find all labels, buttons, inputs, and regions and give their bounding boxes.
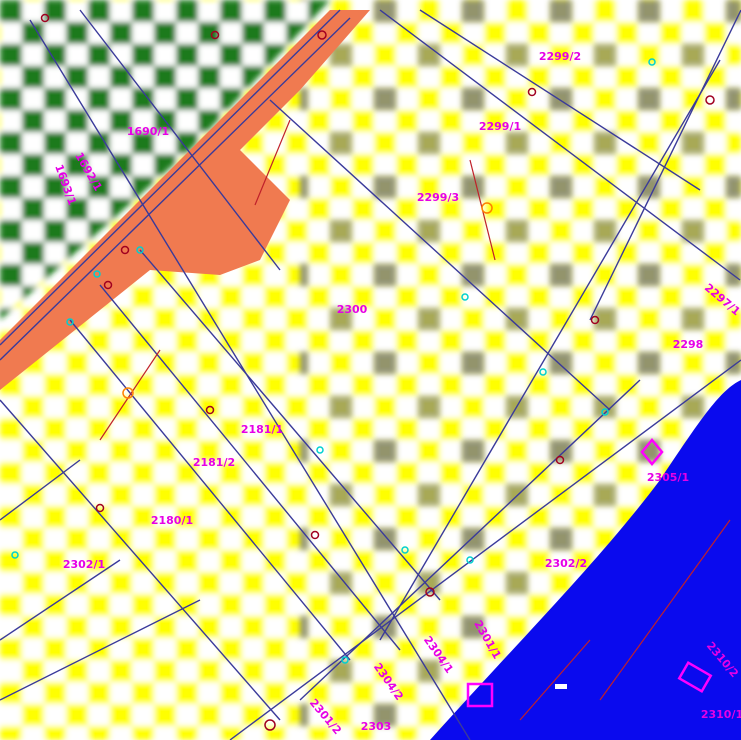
parcel-label: 2298 [673,338,704,351]
parcel-label: 2299/3 [417,191,459,204]
parcel-label: 2303 [361,720,392,733]
parcel-label: 2181/2 [193,456,235,469]
parcel-label: 2310/1 [701,708,741,721]
parcel-label: 2305/1 [647,471,689,484]
parcel-label: 2300 [337,303,368,316]
parcel-label: 2302/1 [63,558,105,571]
parcel-label: 2299/1 [479,120,521,133]
parcel-label: 2302/2 [545,557,587,570]
parcel-lines [0,9,741,740]
parcel-label: 2180/1 [151,514,193,527]
parcel-label: 2181/1 [241,423,283,436]
parcel-label: 2299/2 [539,50,581,63]
markers [466,438,713,708]
vertices [11,13,715,731]
parcel-label: 1690/1 [127,125,169,138]
